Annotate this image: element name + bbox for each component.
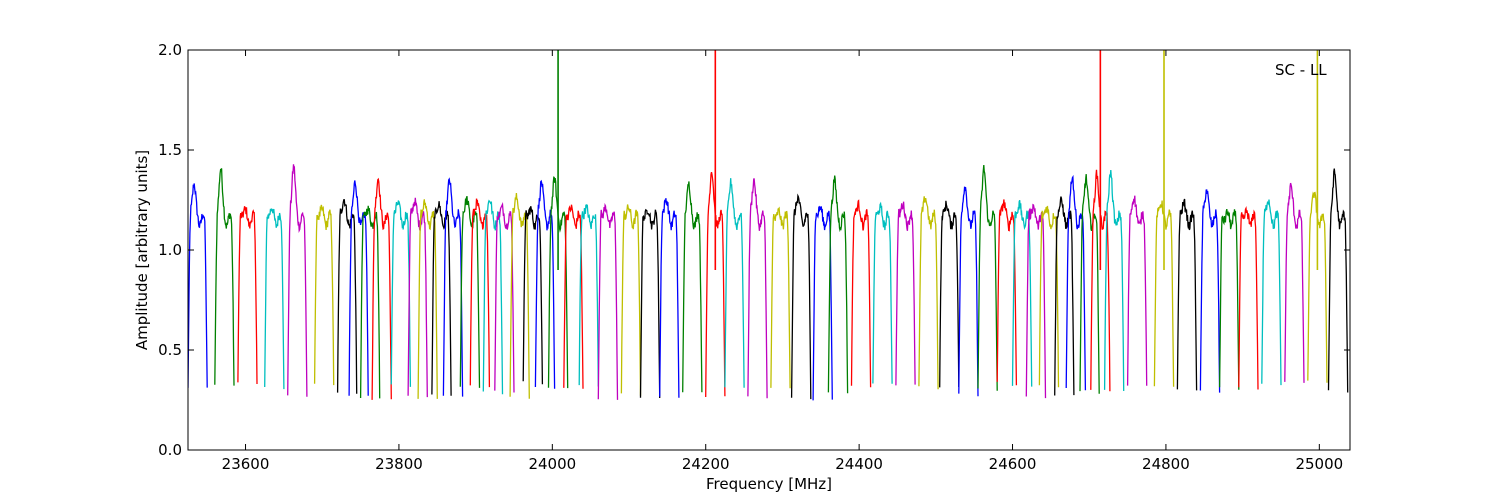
band-line <box>827 175 849 394</box>
x-tick-label: 24200 <box>682 455 730 473</box>
band-line <box>597 202 619 400</box>
band-line <box>336 199 358 394</box>
band-line <box>1126 195 1148 386</box>
band-line <box>850 199 872 388</box>
band-line <box>1103 170 1125 392</box>
band-line <box>237 206 258 385</box>
band-line <box>214 168 235 386</box>
band-line <box>563 204 584 389</box>
band-line <box>872 201 893 384</box>
band-line <box>390 200 412 387</box>
x-tick-label: 23800 <box>375 455 423 473</box>
annotation-label: SC - LL <box>1275 61 1327 79</box>
series-layer <box>188 50 1349 401</box>
y-tick-label: 1.0 <box>158 241 182 259</box>
band-line <box>659 198 680 398</box>
band-line <box>578 204 599 387</box>
band-line <box>639 208 661 399</box>
band-line <box>359 205 381 399</box>
band-line <box>958 186 979 397</box>
band-line <box>1079 174 1100 394</box>
x-tick-label: 24800 <box>1142 455 1190 473</box>
band-line <box>790 193 812 400</box>
band-line <box>1199 189 1221 393</box>
band-line <box>1327 168 1349 393</box>
band-line <box>724 178 745 388</box>
y-tick-label: 0.5 <box>158 341 182 359</box>
y-axis-label: Amplitude [arbitrary units] <box>133 150 151 350</box>
band-line <box>1038 205 1060 388</box>
band-line <box>1176 198 1198 391</box>
band-line <box>918 196 939 390</box>
band-line <box>459 195 481 388</box>
band-line <box>1054 196 1075 396</box>
band-line <box>371 177 392 400</box>
band-line <box>895 201 916 386</box>
x-tick-label: 24400 <box>835 455 883 473</box>
band-line <box>682 181 703 393</box>
band-line <box>188 183 208 388</box>
band-line <box>1238 206 1259 390</box>
band-line <box>1218 208 1240 390</box>
y-tick-label: 1.5 <box>158 141 182 159</box>
y-tick-label: 2.0 <box>158 41 182 59</box>
band-line <box>287 164 308 397</box>
band-line <box>770 206 791 389</box>
band-line <box>977 165 998 391</box>
band-line <box>264 207 285 390</box>
band-line <box>1284 182 1305 383</box>
x-tick-label: 25000 <box>1295 455 1343 473</box>
band-line <box>431 201 452 396</box>
band-line <box>620 204 642 396</box>
band-line <box>812 205 833 401</box>
x-tick-label: 24000 <box>528 455 576 473</box>
band-line <box>939 200 960 388</box>
band-line <box>996 199 1018 386</box>
y-tick-label: 0.0 <box>158 441 182 459</box>
band-line <box>407 197 428 398</box>
band-line <box>442 177 464 397</box>
band-line <box>747 178 768 399</box>
band-line <box>494 202 515 393</box>
x-tick-label: 23600 <box>222 455 270 473</box>
ticks-layer: 23600 23800 24000 24200 24400 24600 24800 25000… <box>158 41 1350 473</box>
band-line <box>522 206 544 385</box>
x-axis-label: Frequency [MHz] <box>706 475 832 493</box>
band-line <box>1261 199 1282 386</box>
band-line <box>313 204 335 386</box>
x-tick-label: 24600 <box>989 455 1037 473</box>
